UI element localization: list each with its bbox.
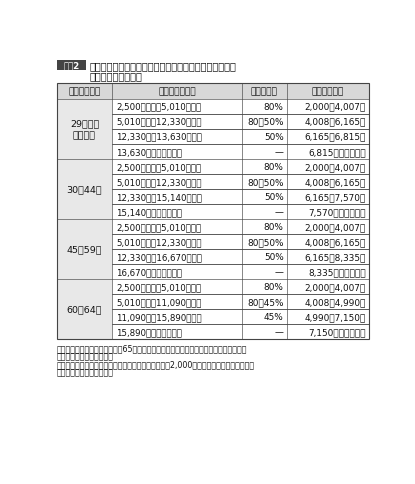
Text: 80%: 80% (264, 223, 283, 231)
Text: 80～50%: 80～50% (247, 178, 283, 186)
Text: じて異なる。: じて異なる。 (56, 367, 114, 377)
Text: 60～64歳: 60～64歳 (67, 305, 102, 314)
Bar (56, 160, 112, 219)
Text: 6,165～6,815円: 6,165～6,815円 (304, 133, 366, 141)
Text: 区分を適用。: 区分を適用。 (56, 351, 114, 360)
Text: —: — (275, 208, 283, 216)
Text: 50%: 50% (264, 133, 283, 141)
Text: 80%: 80% (264, 103, 283, 111)
Text: 図表2: 図表2 (63, 61, 79, 71)
Text: 15,140円（上限額）超: 15,140円（上限額）超 (116, 208, 182, 216)
Text: 50%: 50% (264, 193, 283, 201)
Text: 80%: 80% (264, 282, 283, 291)
Text: 16,670円（上限額）超: 16,670円（上限額）超 (116, 267, 182, 276)
Bar (56, 83, 369, 339)
Text: —: — (275, 327, 283, 336)
Text: 50%: 50% (264, 253, 283, 261)
Text: 80～50%: 80～50% (247, 238, 283, 246)
Text: 4,008～6,165円: 4,008～6,165円 (304, 238, 366, 246)
Text: 離職時の年齢: 離職時の年齢 (68, 87, 100, 96)
Text: ２．　下限額は離職時の年齢に関係なく一律（2,000円）、上限額は年齢区分に応: ２． 下限額は離職時の年齢に関係なく一律（2,000円）、上限額は年齢区分に応 (56, 359, 255, 368)
Text: 29歳以下
〔注１〕: 29歳以下 〔注１〕 (70, 119, 99, 140)
Text: 6,815円（上限額）: 6,815円（上限額） (308, 148, 366, 156)
Bar (56, 279, 112, 339)
Text: 2,000～4,007円: 2,000～4,007円 (305, 163, 366, 171)
Text: 80～50%: 80～50% (247, 118, 283, 126)
Text: 賃　金　日　額: 賃 金 日 額 (158, 87, 196, 96)
Text: 〔注〕　１．　離職時の年齢が65歳以上で、高年齢求職者給付金を受給する場合もこの: 〔注〕 １． 離職時の年齢が65歳以上で、高年齢求職者給付金を受給する場合もこの (56, 343, 247, 352)
Text: 11,090円超15,890円以下: 11,090円超15,890円以下 (116, 312, 202, 321)
Text: 令和元年８月１日以降の離職時年齢の賃金日額に応じた: 令和元年８月１日以降の離職時年齢の賃金日額に応じた (90, 61, 237, 72)
Text: 15,890円（上限額）超: 15,890円（上限額）超 (116, 327, 182, 336)
Text: 5,010　〃　12,330円以下: 5,010 〃 12,330円以下 (116, 238, 202, 246)
Text: 7,570円（上限額）: 7,570円（上限額） (308, 208, 366, 216)
Text: 45%: 45% (264, 312, 283, 321)
Text: 2,500円以上　5,010円未満: 2,500円以上 5,010円未満 (116, 163, 201, 171)
Text: 2,000～4,007円: 2,000～4,007円 (305, 103, 366, 111)
Text: 5,010　〃　12,330円以下: 5,010 〃 12,330円以下 (116, 178, 202, 186)
Text: 45～59歳: 45～59歳 (67, 245, 102, 254)
Text: 12,330円超15,140円以下: 12,330円超15,140円以下 (116, 193, 202, 201)
Text: 4,008～6,165円: 4,008～6,165円 (304, 118, 366, 126)
Text: 80～45%: 80～45% (247, 297, 283, 306)
Text: —: — (275, 267, 283, 276)
Text: 7,150円（上限額）: 7,150円（上限額） (308, 327, 366, 336)
Text: 5,010　〃　12,330円以下: 5,010 〃 12,330円以下 (116, 118, 202, 126)
Text: 8,335円（上限額）: 8,335円（上限額） (308, 267, 366, 276)
Text: 6,165～8,335円: 6,165～8,335円 (304, 253, 366, 261)
Text: 基本手当日額の水準: 基本手当日額の水準 (90, 71, 143, 81)
Text: —: — (275, 148, 283, 156)
Text: 4,990～7,150円: 4,990～7,150円 (305, 312, 366, 321)
Text: 2,000～4,007円: 2,000～4,007円 (305, 223, 366, 231)
Text: 給　付　率: 給 付 率 (251, 87, 278, 96)
Text: 4,008～4,990円: 4,008～4,990円 (304, 297, 366, 306)
Text: 2,500円以上　5,010円未満: 2,500円以上 5,010円未満 (116, 223, 201, 231)
Text: 13,630円（上限額）超: 13,630円（上限額）超 (116, 148, 182, 156)
Text: 2,500円以上　5,010円未満: 2,500円以上 5,010円未満 (116, 103, 201, 111)
Text: 基本手当日額: 基本手当日額 (312, 87, 344, 96)
Text: 30～44歳: 30～44歳 (67, 185, 102, 194)
Text: 6,165～7,570円: 6,165～7,570円 (305, 193, 366, 201)
Text: 80%: 80% (264, 163, 283, 171)
Text: 5,010　〃　11,090円以下: 5,010 〃 11,090円以下 (116, 297, 202, 306)
Text: 2,500円以上　5,010円未満: 2,500円以上 5,010円未満 (116, 282, 201, 291)
Text: 4,008～6,165円: 4,008～6,165円 (304, 178, 366, 186)
Bar (56, 61, 86, 71)
Bar (56, 83, 369, 100)
Bar (56, 219, 112, 279)
Text: 2,000～4,007円: 2,000～4,007円 (305, 282, 366, 291)
Text: 12,330円超13,630円以下: 12,330円超13,630円以下 (116, 133, 202, 141)
Bar (56, 100, 112, 160)
Text: 12,330円超16,670円以下: 12,330円超16,670円以下 (116, 253, 202, 261)
